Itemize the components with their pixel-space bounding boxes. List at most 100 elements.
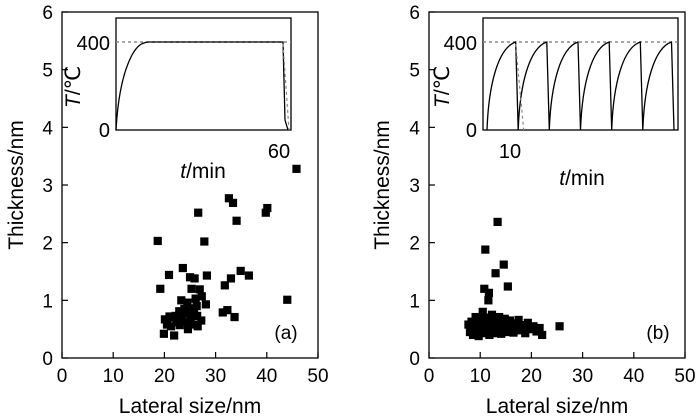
panel-b-xtick-label: 50	[674, 366, 695, 387]
panel-b-data-point	[484, 296, 493, 305]
panel-a-xtick-label: 30	[205, 366, 226, 387]
panel-b-points	[464, 217, 564, 341]
panel-a-inset-x-label: t/min	[180, 160, 226, 183]
panel-a-data-point	[170, 331, 179, 340]
panel-a-data-point	[194, 208, 203, 217]
panel-b-data-point	[518, 321, 527, 330]
panel-b-frame	[428, 11, 686, 359]
panel-a-data-point	[193, 322, 202, 331]
panel-a-inset-ytick-400: 400	[77, 33, 110, 55]
panel-a-ytick-label: 6	[42, 3, 53, 24]
panel-a-inset-ytick-0: 0	[99, 120, 110, 142]
panel-b-data-point	[514, 315, 523, 325]
panel-a-data-point	[228, 198, 238, 207]
panel-a-data-point	[166, 322, 176, 331]
panel-a-data-point	[175, 307, 184, 316]
panel-b-data-point	[493, 217, 502, 227]
panel-b-data-point	[489, 329, 498, 338]
panel-a-xtick-label: 20	[154, 366, 175, 387]
panel-b-inset-cycles	[486, 41, 675, 131]
panel-b-ytick-label: 0	[409, 349, 420, 370]
panel-a-xtick-label: 40	[256, 366, 277, 387]
panel-a-data-point	[160, 315, 170, 324]
svg-text:T/℃: T/℃	[62, 66, 85, 108]
panel-a-label: (a)	[274, 323, 297, 344]
panel-b-data-point	[481, 245, 490, 254]
panel-a-inset-y-label: T/℃	[62, 66, 85, 108]
panel-a-xtick-label: 0	[57, 366, 68, 387]
panel-b-data-point	[499, 260, 508, 269]
panel-b-inset-ytick-0: 0	[466, 120, 477, 142]
svg-text:T/℃: T/℃	[431, 66, 454, 108]
panel-b-ytick-label: 4	[409, 118, 420, 139]
panel-b-data-point	[535, 323, 544, 333]
panel-a-ytick-label: 3	[42, 176, 53, 197]
panel-a-data-point	[232, 216, 241, 225]
panel-b-y-axis-label: Thickness/nm	[371, 120, 394, 250]
panel-b-data-point	[478, 307, 487, 316]
panel-a-data-point	[188, 320, 198, 329]
panel-b-data-point	[510, 320, 520, 329]
panel-b-data-point	[480, 284, 489, 293]
panel-b-data-point	[484, 288, 494, 297]
panel-a-data-point	[164, 270, 174, 280]
panel-b-ytick-label: 3	[409, 176, 420, 197]
panel-b-data-point	[555, 322, 564, 331]
panel-a-inset: 400 0 60 T/℃ t/min	[62, 17, 292, 183]
panel-b-inset-y-symbol: T	[431, 93, 454, 108]
panel-a-data-point	[178, 263, 187, 273]
panel-b: 0 10 20 30 40 50 0 1 2 3 4 5 6 Lateral size/nm Thick…	[371, 3, 696, 418]
panel-b-data-point	[538, 330, 547, 340]
panel-a-data-point	[171, 311, 180, 321]
panel-a-data-point	[187, 284, 196, 293]
panel-b-inset-quench-dashed	[515, 43, 525, 131]
panel-a-data-point	[263, 203, 272, 213]
panel-a-points	[153, 164, 301, 340]
panel-a-data-point	[220, 281, 229, 290]
panel-a-data-point	[218, 308, 227, 317]
panel-a-data-point	[175, 321, 184, 330]
panel-b-data-point	[491, 269, 500, 278]
panel-a-data-point	[223, 306, 232, 315]
panel-a-axes: 0 10 20 30 40 50 0 1 2 3 4 5 6	[42, 3, 328, 387]
panel-a-ytick-label: 0	[42, 349, 53, 370]
panel-b-data-point	[472, 326, 481, 335]
panel-a-data-point	[177, 313, 186, 322]
panel-a-inset-temperature-curve	[115, 41, 289, 131]
panel-b-ytick-label: 5	[409, 61, 420, 82]
panel-a-data-point	[244, 271, 253, 280]
panel-b-label: (b)	[646, 323, 669, 344]
panel-a-inset-x-symbol: t	[180, 160, 187, 183]
panel-a-data-point	[202, 271, 211, 280]
panel-a-inset-xtick-60: 60	[268, 141, 290, 163]
panel-b-data-point	[495, 312, 504, 322]
panel-b-inset-x-symbol: t	[559, 167, 566, 190]
panel-b-inset-x-unit: /min	[565, 167, 605, 190]
panel-a: 0 10 20 30 40 50 0 1 2 3 4 5 6 Lateral size/nm Thick…	[5, 3, 329, 418]
panel-b-data-point	[503, 282, 512, 291]
panel-a-data-point	[159, 329, 168, 338]
panel-b-ytick-label: 2	[409, 234, 420, 255]
panel-b-data-point	[521, 329, 530, 338]
panel-a-data-point	[226, 274, 236, 283]
panel-a-ytick-label: 4	[42, 118, 53, 139]
panel-a-ytick-label: 1	[42, 291, 53, 312]
panel-a-inset-frame	[115, 17, 292, 131]
panel-b-data-point	[482, 313, 491, 322]
panel-a-inset-y-symbol: T	[62, 93, 85, 108]
panel-b-x-axis-label: Lateral size/nm	[486, 395, 628, 418]
panel-a-data-point	[183, 325, 193, 334]
panel-b-inset-ytick-400: 400	[444, 33, 477, 55]
panel-b-ytick-label: 6	[409, 3, 420, 24]
panel-b-data-point	[471, 312, 480, 322]
panel-a-ytick-label: 2	[42, 234, 53, 255]
panel-a-data-point	[283, 295, 292, 304]
panel-b-data-point	[516, 326, 525, 335]
panel-a-xtick-label: 10	[103, 366, 124, 387]
panel-b-inset: 400 0 10 T/℃ t/min	[431, 17, 679, 190]
panel-a-data-point	[193, 311, 202, 321]
panel-a-data-point	[153, 236, 162, 246]
panel-a-data-point	[185, 273, 195, 282]
panel-a-inset-y-unit: /℃	[62, 66, 85, 95]
